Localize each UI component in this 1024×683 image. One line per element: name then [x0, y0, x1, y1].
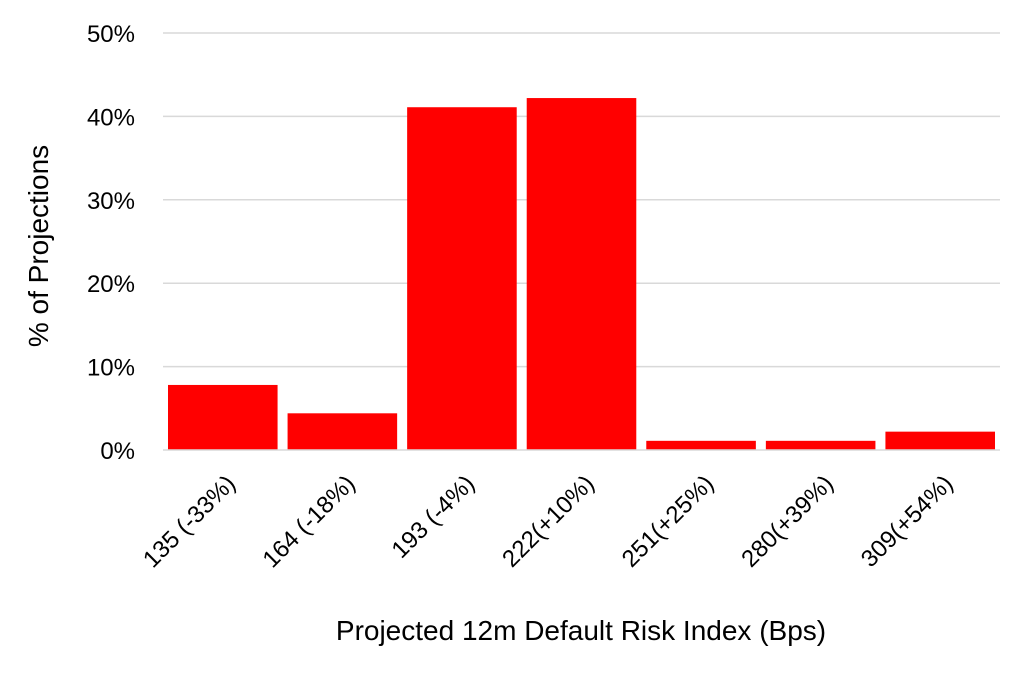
- x-tick-label: 135 (-33%): [138, 470, 241, 573]
- y-tick-label: 10%: [87, 355, 135, 382]
- x-tick-label: 222(+10%): [497, 470, 600, 573]
- x-tick-label: 193 (-4%): [387, 470, 481, 564]
- bar: [168, 384, 278, 450]
- bar: [407, 107, 517, 450]
- bar: [765, 440, 876, 450]
- bar: [885, 431, 995, 450]
- x-axis-ticks: 135 (-33%) 164 (-18%) 193 (-4%) 222(+10%) 25…: [138, 470, 958, 573]
- x-tick-label: 280(+39%): [736, 470, 839, 573]
- y-tick-label: 40%: [87, 104, 135, 131]
- y-axis-ticks: 0% 10% 20% 30% 40% 50%: [87, 21, 135, 465]
- x-tick-label: 309(+54%): [856, 470, 959, 573]
- bars: [168, 98, 995, 450]
- bar: [287, 413, 398, 450]
- y-tick-label: 30%: [87, 188, 135, 215]
- bar: [646, 440, 756, 450]
- y-axis-title: % of Projections: [23, 145, 54, 347]
- y-tick-label: 0%: [100, 438, 135, 465]
- bar: [526, 98, 637, 450]
- y-tick-label: 20%: [87, 271, 135, 298]
- x-tick-label: 251(+25%): [617, 470, 720, 573]
- y-tick-label: 50%: [87, 21, 135, 48]
- x-axis-title: Projected 12m Default Risk Index (Bps): [336, 615, 826, 646]
- x-tick-label: 164 (-18%): [258, 470, 361, 573]
